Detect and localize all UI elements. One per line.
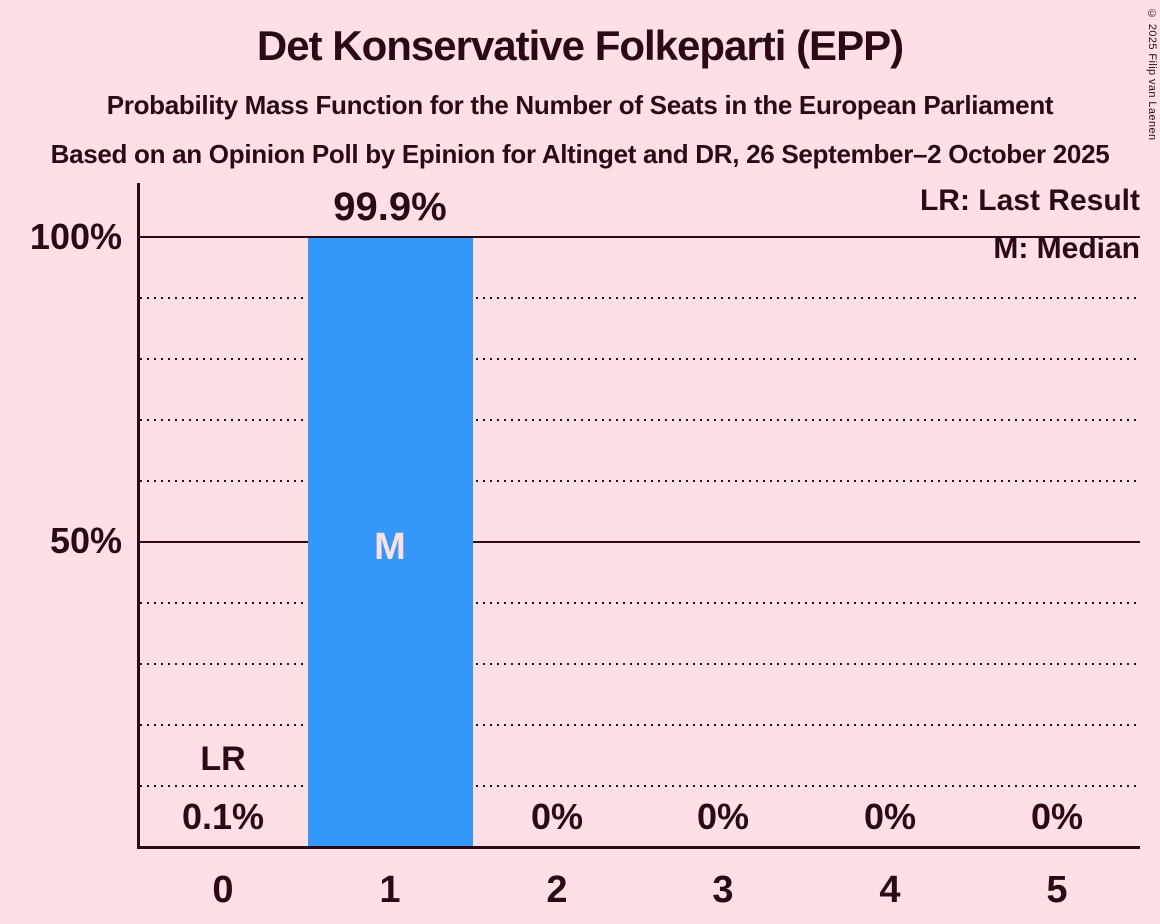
- x-tick-3: 3: [712, 869, 734, 911]
- gridline-100pct: [140, 236, 1140, 238]
- chart-subtitle: Probability Mass Function for the Number…: [106, 90, 1054, 120]
- copyright-notice: © 2025 Filip van Laenen: [1146, 8, 1158, 141]
- value-label-seats-1: 99.9%: [333, 185, 447, 229]
- y-axis-label-50: 50%: [49, 520, 122, 561]
- legend-last-result: LR: Last Result: [919, 184, 1140, 217]
- x-tick-4: 4: [879, 869, 901, 911]
- last-result-marker: LR: [200, 740, 246, 778]
- bar-seats-1: [307, 237, 473, 846]
- x-tick-1: 1: [379, 869, 401, 911]
- legend-median: M: Median: [993, 232, 1140, 265]
- gridline-90pct: [140, 297, 1140, 299]
- gridline-70pct: [140, 419, 1140, 421]
- value-label-seats-4: 0%: [863, 796, 917, 837]
- x-tick-5: 5: [1046, 869, 1068, 911]
- value-label-seats-2: 0%: [530, 796, 584, 837]
- gridline-20pct: [140, 724, 1140, 726]
- value-label-seats-0: 0.1%: [181, 796, 265, 837]
- plot-area: [137, 183, 1140, 849]
- x-tick-0: 0: [212, 869, 234, 911]
- gridline-50pct: [140, 541, 1140, 543]
- value-label-seats-3: 0%: [696, 796, 750, 837]
- value-label-seats-5: 0%: [1030, 796, 1084, 837]
- gridline-80pct: [140, 358, 1140, 360]
- gridline-10pct: [140, 785, 1140, 787]
- gridline-40pct: [140, 602, 1140, 604]
- chart-source-line: Based on an Opinion Poll by Epinion for …: [50, 139, 1110, 169]
- y-axis-label-100: 100%: [29, 216, 122, 257]
- chart-title: Det Konservative Folkeparti (EPP): [256, 22, 904, 69]
- x-tick-2: 2: [546, 869, 568, 911]
- median-marker: M: [374, 526, 406, 568]
- gridline-60pct: [140, 480, 1140, 482]
- gridline-30pct: [140, 663, 1140, 665]
